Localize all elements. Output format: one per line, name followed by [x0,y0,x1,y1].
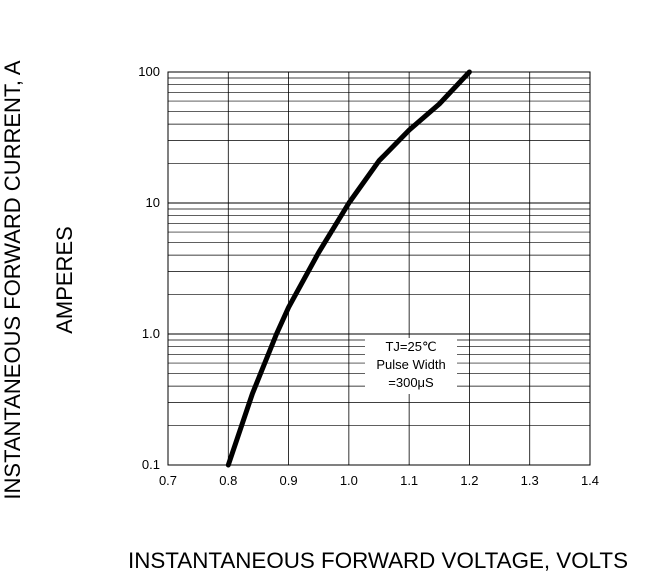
series-line [225,69,472,468]
x-tick-labels: 0.7 0.8 0.9 1.0 1.1 1.2 1.3 1.4 [159,473,599,488]
y-tick-label: 100 [138,64,160,79]
y-axis-title-line-1: INSTANTANEOUS FORWARD CURRENT, A [0,60,25,500]
y-tick-label: 10 [146,195,160,210]
x-tick-label: 1.2 [460,473,478,488]
annotation-line-3: =300μS [388,375,434,390]
x-tick-label: 1.0 [340,473,358,488]
annotation-background [365,338,457,394]
x-tick-label: 0.9 [280,473,298,488]
x-tick-label: 1.1 [400,473,418,488]
y-axis-title-line-2: AMPERES [52,226,77,334]
grid [167,71,591,466]
x-axis-title: INSTANTANEOUS FORWARD VOLTAGE, VOLTS [128,548,628,573]
x-tick-label: 1.3 [521,473,539,488]
annotation-line-2: Pulse Width [376,357,445,372]
x-tick-label: 0.8 [219,473,237,488]
annotation-line-1: TJ=25℃ [385,339,436,354]
y-tick-label: 1.0 [142,326,160,341]
y-tick-labels: 0.1 1.0 10 100 [138,64,160,472]
y-tick-label: 0.1 [142,457,160,472]
plot-frame [167,71,591,466]
x-tick-label: 0.7 [159,473,177,488]
x-tick-label: 1.4 [581,473,599,488]
